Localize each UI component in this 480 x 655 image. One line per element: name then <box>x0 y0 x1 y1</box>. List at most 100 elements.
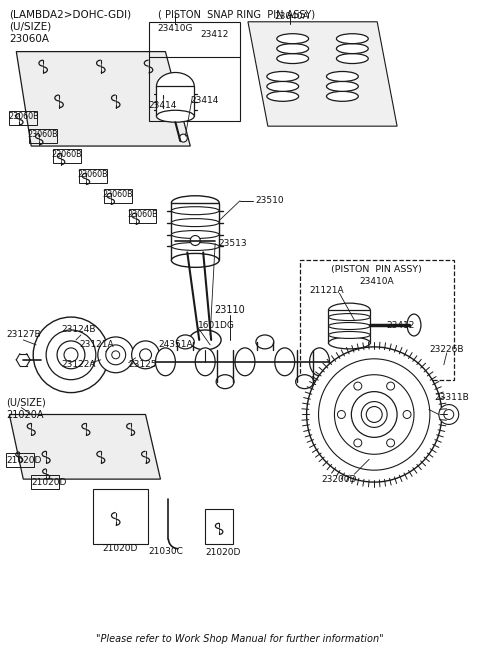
Circle shape <box>361 402 387 428</box>
Bar <box>29 129 57 143</box>
Text: 21020A: 21020A <box>6 409 44 419</box>
Bar <box>148 22 240 121</box>
Text: 23410A: 23410A <box>360 277 394 286</box>
Bar <box>171 203 219 261</box>
Ellipse shape <box>256 335 274 349</box>
Bar <box>53 149 81 163</box>
Ellipse shape <box>326 92 358 102</box>
Polygon shape <box>16 52 190 146</box>
Ellipse shape <box>328 303 370 317</box>
Bar <box>129 209 156 223</box>
Bar <box>156 86 194 116</box>
Circle shape <box>106 345 126 365</box>
Circle shape <box>33 317 109 392</box>
Circle shape <box>387 439 395 447</box>
Circle shape <box>140 349 152 361</box>
Text: 24351A: 24351A <box>158 341 193 349</box>
Circle shape <box>387 382 395 390</box>
Text: 23040A: 23040A <box>275 12 310 21</box>
Ellipse shape <box>296 375 313 388</box>
Text: 23513: 23513 <box>218 239 247 248</box>
Circle shape <box>354 382 362 390</box>
Ellipse shape <box>189 330 221 350</box>
Circle shape <box>403 411 411 419</box>
Ellipse shape <box>156 348 175 376</box>
Circle shape <box>112 351 120 359</box>
Bar <box>31 475 59 489</box>
Bar <box>93 489 147 544</box>
Ellipse shape <box>328 314 370 320</box>
Text: "Please refer to Work Shop Manual for further information": "Please refer to Work Shop Manual for fu… <box>96 634 384 644</box>
Text: 23124B: 23124B <box>61 326 96 335</box>
Ellipse shape <box>310 348 329 376</box>
Circle shape <box>57 341 85 369</box>
Ellipse shape <box>156 110 194 122</box>
Ellipse shape <box>171 196 219 210</box>
Circle shape <box>444 409 454 419</box>
Polygon shape <box>248 22 397 126</box>
Ellipse shape <box>267 92 299 102</box>
Text: 1601DG: 1601DG <box>198 320 235 329</box>
Text: 23311B: 23311B <box>434 393 468 402</box>
Text: 23060B: 23060B <box>127 210 158 219</box>
Text: 23122A: 23122A <box>61 360 96 369</box>
Text: 23060B: 23060B <box>8 112 38 121</box>
Ellipse shape <box>328 331 370 339</box>
Text: (U/SIZE): (U/SIZE) <box>9 22 51 32</box>
Ellipse shape <box>277 44 309 54</box>
Circle shape <box>64 348 78 362</box>
Circle shape <box>319 359 430 470</box>
Ellipse shape <box>171 242 219 250</box>
Ellipse shape <box>171 231 219 238</box>
Text: 23410G: 23410G <box>157 24 193 33</box>
Ellipse shape <box>326 71 358 81</box>
Text: 23414: 23414 <box>190 96 219 105</box>
Text: 23412: 23412 <box>387 320 415 329</box>
Ellipse shape <box>407 314 421 336</box>
Ellipse shape <box>275 348 295 376</box>
Text: 23226B: 23226B <box>429 345 463 354</box>
Text: 23510: 23510 <box>255 196 284 205</box>
Bar <box>9 111 37 125</box>
Circle shape <box>98 337 133 373</box>
Text: 23127B: 23127B <box>6 331 41 339</box>
Text: 21020D: 21020D <box>31 477 67 487</box>
Text: 23412: 23412 <box>200 29 228 39</box>
Circle shape <box>201 358 209 365</box>
Circle shape <box>132 341 159 369</box>
Circle shape <box>180 134 187 142</box>
Ellipse shape <box>336 33 368 44</box>
Text: 21121A: 21121A <box>310 286 344 295</box>
Ellipse shape <box>171 219 219 227</box>
Ellipse shape <box>171 207 219 215</box>
Text: 21020D: 21020D <box>102 544 137 553</box>
Circle shape <box>190 236 200 246</box>
Circle shape <box>366 407 382 422</box>
Ellipse shape <box>216 375 234 388</box>
Ellipse shape <box>277 54 309 64</box>
Ellipse shape <box>328 322 370 329</box>
Bar <box>104 189 132 203</box>
Bar <box>300 261 454 380</box>
Bar <box>328 310 370 343</box>
Ellipse shape <box>156 73 194 100</box>
Ellipse shape <box>176 335 194 349</box>
Circle shape <box>335 375 414 455</box>
Text: 23060B: 23060B <box>28 130 59 139</box>
Circle shape <box>354 439 362 447</box>
Text: 23060B: 23060B <box>102 190 133 199</box>
Circle shape <box>439 405 459 424</box>
Ellipse shape <box>171 253 219 267</box>
Ellipse shape <box>195 348 215 376</box>
Ellipse shape <box>267 81 299 92</box>
Bar <box>6 453 34 467</box>
Circle shape <box>337 411 346 419</box>
Ellipse shape <box>277 33 309 44</box>
Text: 23125: 23125 <box>129 360 157 369</box>
Text: 23200D: 23200D <box>322 475 357 483</box>
Bar <box>79 169 107 183</box>
Text: (LAMBDA2>DOHC-GDI): (LAMBDA2>DOHC-GDI) <box>9 10 132 20</box>
Ellipse shape <box>336 44 368 54</box>
Text: 23121A: 23121A <box>79 341 114 349</box>
Text: 23060A: 23060A <box>9 33 49 44</box>
